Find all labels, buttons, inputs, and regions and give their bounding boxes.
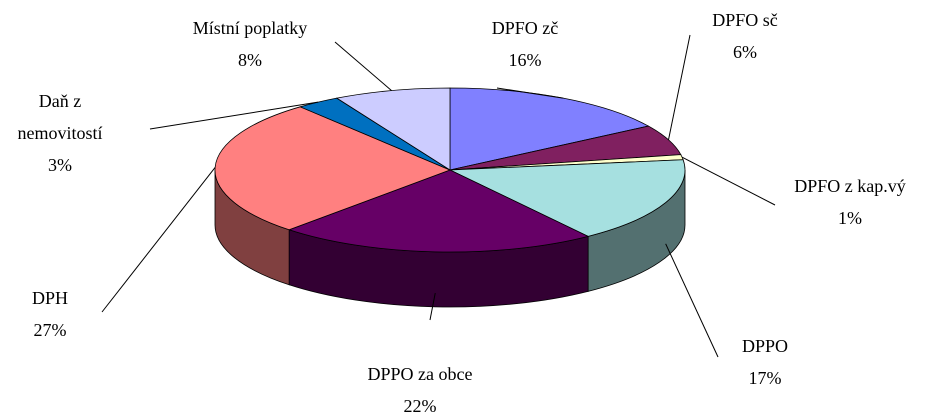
slice: [335, 87, 451, 171]
label-value: 6%: [733, 42, 757, 62]
leader-line: [681, 156, 776, 206]
slice-label: DPH 27%: [20, 282, 80, 346]
slice-label: Daň z nemovitostí 3%: [0, 85, 124, 181]
slice: [214, 106, 452, 231]
slice: [449, 159, 686, 237]
slice-label: DPFO zč 16%: [465, 12, 585, 76]
leader-line: [665, 243, 719, 358]
label-name: DPFO sč: [712, 10, 778, 30]
slice-label: DPPO 17%: [715, 330, 815, 394]
leader-line: [334, 41, 392, 91]
leader-line: [101, 167, 216, 313]
label-value: 3%: [48, 155, 72, 175]
label-name: DPPO za obce: [367, 364, 473, 384]
label-name: DPPO: [741, 336, 789, 356]
slice-label: DPFO sč 6%: [695, 4, 795, 68]
label-value: 22%: [403, 396, 437, 412]
label-value: 17%: [748, 368, 782, 388]
slice-label: DPPO za obce 22%: [335, 358, 505, 412]
leader-line: [496, 87, 564, 99]
label-name: DPFO zč: [491, 18, 559, 38]
label-value: 8%: [238, 50, 262, 70]
label-value: 1%: [838, 208, 862, 228]
slice: [287, 169, 590, 253]
leader-line: [668, 34, 691, 140]
label-name: Místní poplatky: [192, 18, 308, 38]
label-value: 27%: [33, 320, 67, 340]
label-name: DPFO z kap.vý: [794, 176, 906, 196]
label-value: 16%: [508, 50, 542, 70]
label-name: Daň z nemovitostí: [17, 91, 103, 143]
leader-line: [149, 101, 318, 130]
leader-line: [429, 292, 436, 321]
slice-label: Místní poplatky 8%: [160, 12, 340, 76]
label-name: DPH: [31, 288, 68, 308]
slice-label: DPFO z kap.vý 1%: [785, 170, 915, 234]
